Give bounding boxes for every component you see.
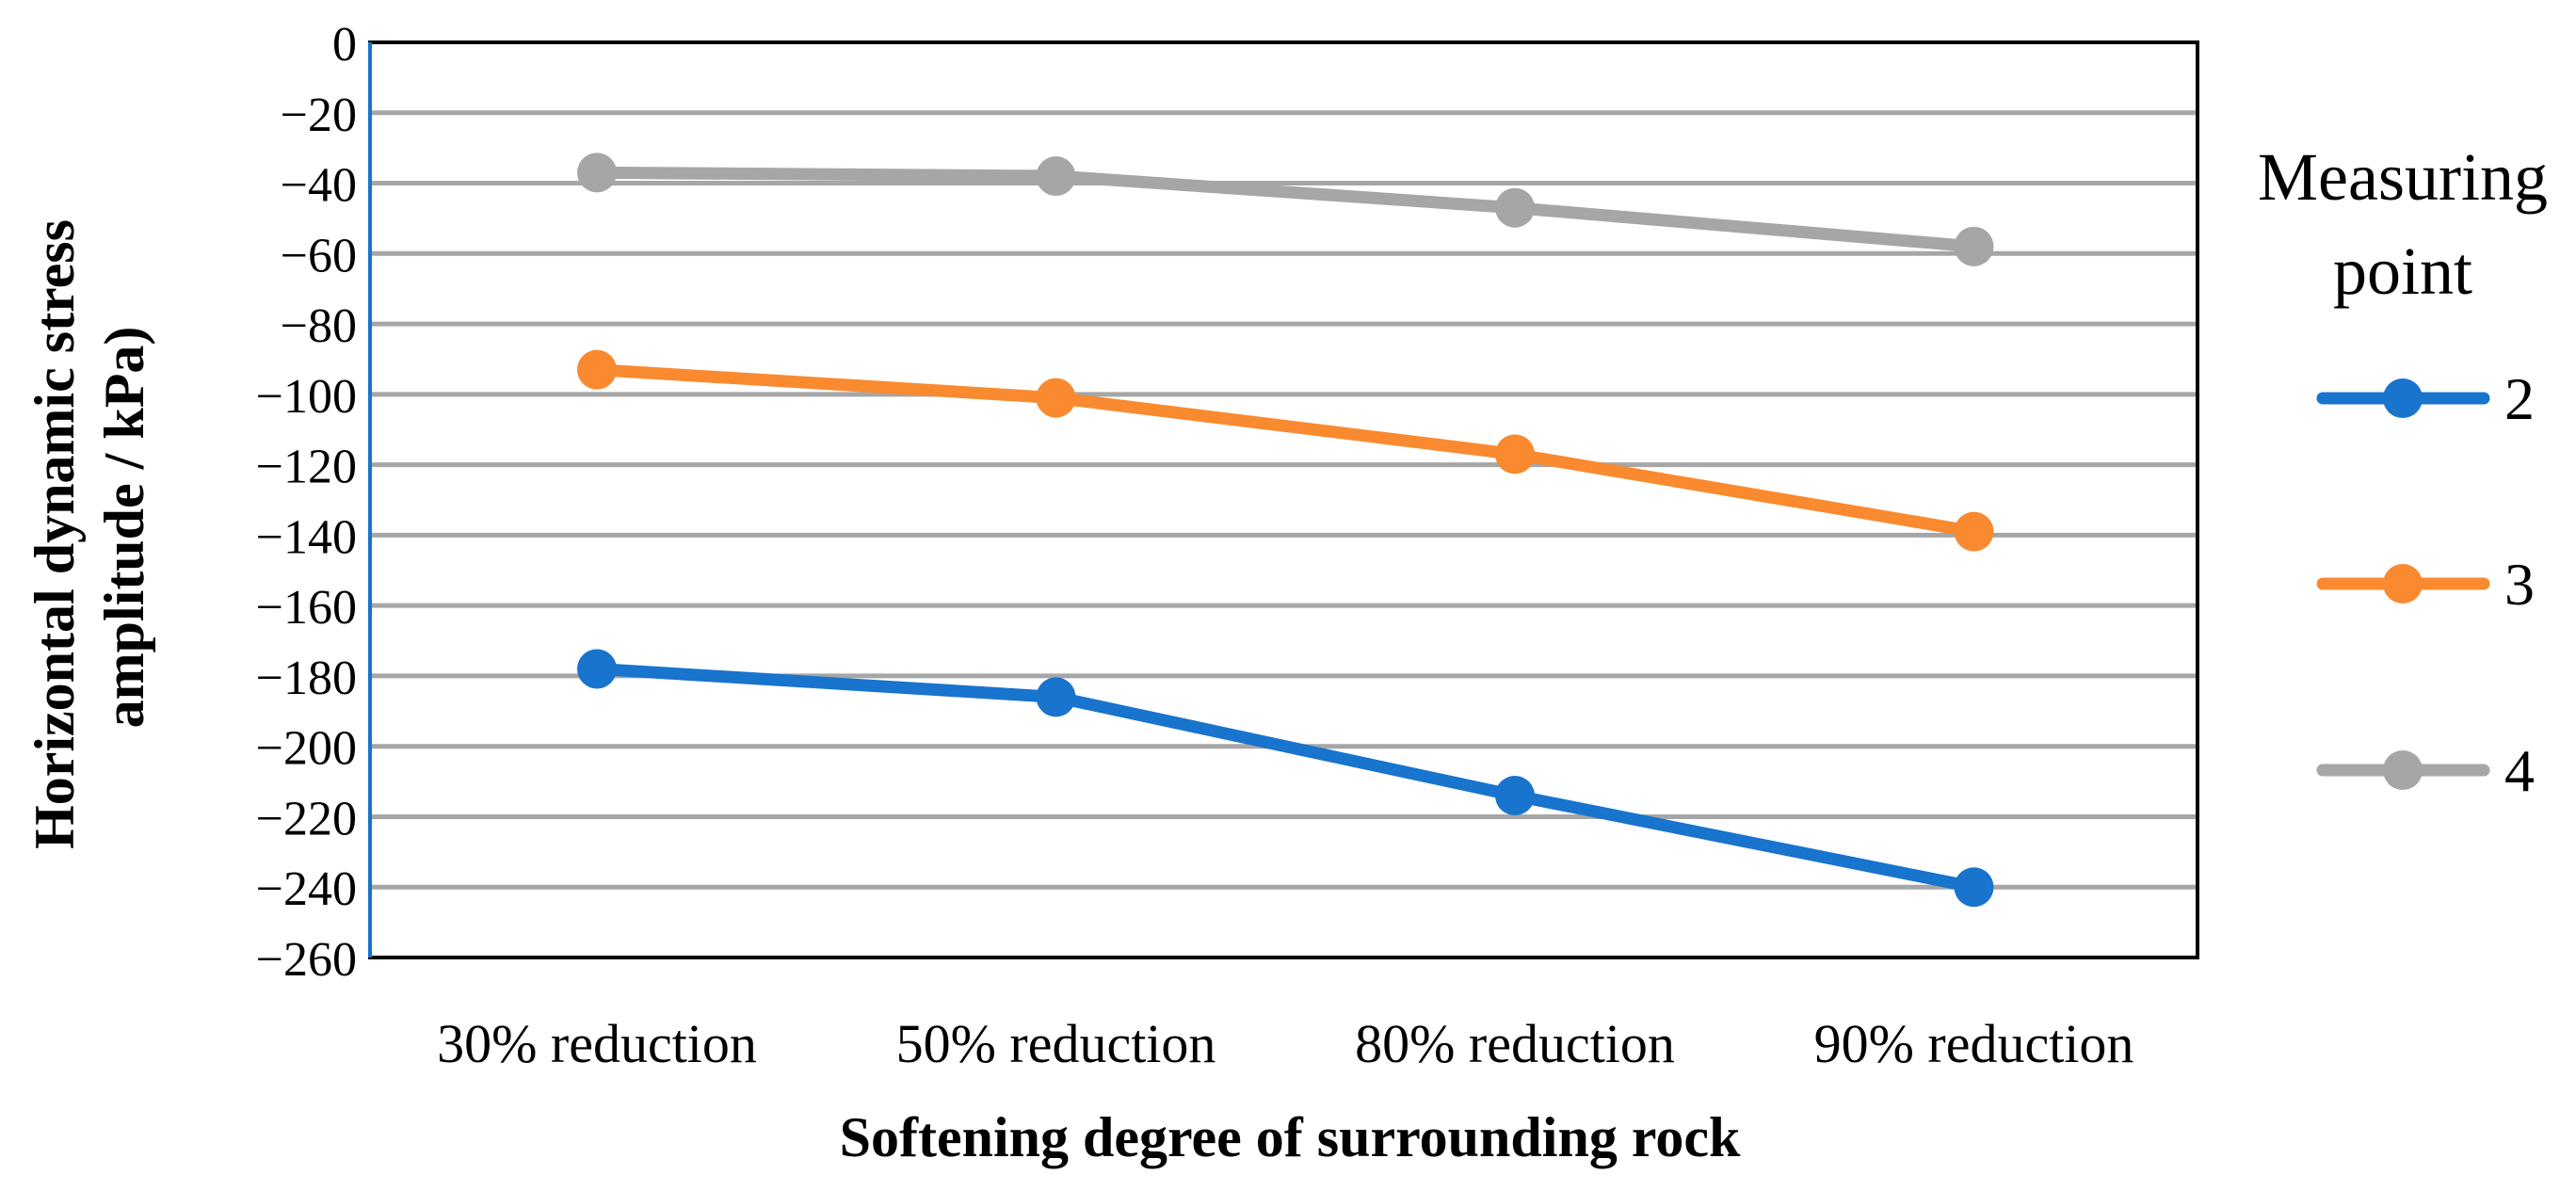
legend-swatch-marker — [2383, 564, 2423, 604]
data-point — [1036, 677, 1076, 717]
y-tick-label: −260 — [256, 933, 357, 987]
y-tick-label: −20 — [281, 89, 357, 142]
y-tick-label: −160 — [256, 581, 357, 635]
series-line — [590, 166, 1980, 253]
legend-item: 2 — [2316, 365, 2535, 432]
y-tick-label: −180 — [256, 652, 357, 705]
legend-swatch-marker — [2383, 378, 2423, 418]
data-point — [1036, 156, 1076, 197]
y-tick-label: −220 — [256, 792, 357, 845]
gridlines — [370, 110, 2198, 890]
legend-title-line-1: Measuring — [2258, 139, 2548, 215]
series-2 — [577, 649, 1994, 908]
x-tick-label: 80% reduction — [1355, 1013, 1675, 1074]
series-3 — [577, 349, 1994, 552]
y-tick-label: 0 — [332, 18, 357, 72]
y-tick-label: −40 — [281, 159, 357, 213]
y-axis-title-line-2: amplitude / kPa) — [93, 327, 155, 729]
legend-items: 2 3 4 — [2316, 365, 2535, 804]
y-tick-label: −140 — [256, 510, 357, 564]
data-point — [1495, 187, 1535, 228]
x-tick-label: 30% reduction — [437, 1013, 757, 1074]
y-axis-ticks: 0 −20 −40 −60 −80 −100 −120 −140 −160 −180 −200 −22… — [256, 18, 357, 987]
legend-title-line-2: point — [2333, 233, 2472, 309]
legend-item: 3 — [2316, 551, 2535, 618]
data-point — [1495, 434, 1535, 475]
y-tick-label: −100 — [256, 370, 357, 424]
data-point — [1954, 867, 1994, 908]
legend-label: 2 — [2504, 365, 2535, 432]
legend-swatch-marker — [2383, 750, 2423, 790]
data-point — [1954, 511, 1994, 552]
series-4 — [577, 153, 1994, 266]
data-point — [577, 649, 617, 689]
x-tick-label: 50% reduction — [896, 1013, 1216, 1074]
x-axis-title: Softening degree of surrounding rock — [840, 1106, 1741, 1168]
y-axis-title: Horizontal dynamic stress amplitude / kP… — [24, 205, 155, 849]
series-line — [590, 363, 1980, 539]
x-tick-label: 90% reduction — [1814, 1013, 2134, 1074]
data-point — [1954, 226, 1994, 266]
y-axis-title-line-1: Horizontal dynamic stress — [24, 219, 86, 849]
y-tick-label: −200 — [256, 722, 357, 776]
y-tick-label: −80 — [281, 299, 357, 353]
legend-label: 4 — [2504, 737, 2535, 804]
legend: Measuring point 2 3 4 — [2258, 139, 2548, 804]
y-tick-label: −240 — [256, 862, 357, 916]
plot-area-border — [368, 40, 2199, 959]
series-line — [590, 662, 1980, 893]
data-point — [1495, 776, 1535, 816]
x-axis-ticks: 30% reduction 50% reduction 80% reduction 9… — [437, 1013, 2133, 1074]
legend-label: 3 — [2504, 551, 2535, 618]
data-point — [577, 153, 617, 193]
series-layer — [577, 153, 1994, 908]
data-point — [577, 349, 617, 390]
y-tick-label: −60 — [281, 229, 357, 282]
legend-item: 4 — [2316, 737, 2535, 804]
data-point — [1036, 378, 1076, 418]
y-tick-label: −120 — [256, 441, 357, 494]
